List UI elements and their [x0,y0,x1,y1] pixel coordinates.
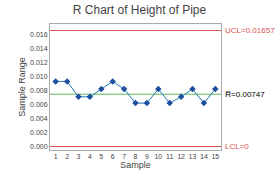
svg-text:UCL=0.01657: UCL=0.01657 [225,26,275,35]
svg-text:0.008: 0.008 [30,87,48,94]
svg-text:0.016: 0.016 [30,31,48,38]
svg-text:11: 11 [166,153,173,160]
svg-text:0.002: 0.002 [30,129,48,136]
svg-text:12: 12 [177,153,185,160]
svg-text:7: 7 [122,153,126,160]
svg-text:14: 14 [200,153,208,160]
svg-text:13: 13 [189,153,197,160]
svg-text:2: 2 [65,153,69,160]
svg-text:Sample Range: Sample Range [17,57,27,117]
svg-text:0.010: 0.010 [30,73,48,80]
svg-text:3: 3 [77,153,81,160]
svg-text:0.004: 0.004 [30,115,48,122]
svg-text:R Chart of Height of Pipe: R Chart of Height of Pipe [73,3,207,17]
svg-text:R̅=0.00747: R̅=0.00747 [225,90,265,99]
svg-text:8: 8 [134,153,138,160]
svg-text:10: 10 [154,153,162,160]
svg-text:0.006: 0.006 [30,101,48,108]
svg-text:0.014: 0.014 [30,45,48,52]
svg-text:Sample: Sample [120,160,151,170]
svg-text:0.000: 0.000 [30,143,48,150]
svg-text:LCL=0: LCL=0 [225,142,249,151]
svg-text:6: 6 [111,153,115,160]
svg-text:9: 9 [145,153,149,160]
svg-text:4: 4 [88,153,92,160]
svg-text:0.012: 0.012 [30,59,48,66]
svg-text:15: 15 [211,153,219,160]
svg-text:1: 1 [54,153,58,160]
svg-text:5: 5 [99,153,103,160]
